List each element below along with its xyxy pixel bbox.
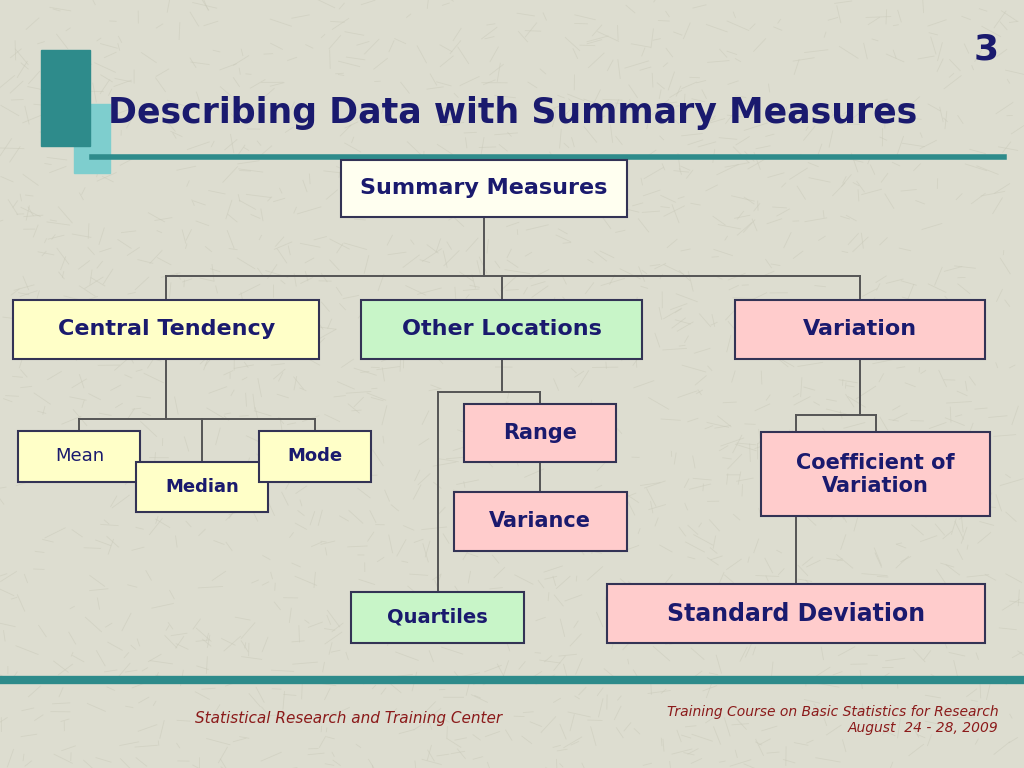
FancyBboxPatch shape bbox=[341, 160, 627, 217]
FancyBboxPatch shape bbox=[761, 432, 990, 516]
Bar bbox=[41, 50, 90, 146]
Text: Standard Deviation: Standard Deviation bbox=[667, 601, 926, 626]
Text: Central Tendency: Central Tendency bbox=[57, 319, 275, 339]
Text: Mean: Mean bbox=[55, 447, 103, 465]
Text: Range: Range bbox=[503, 423, 578, 443]
Text: Describing Data with Summary Measures: Describing Data with Summary Measures bbox=[108, 96, 916, 130]
FancyBboxPatch shape bbox=[607, 584, 985, 643]
Text: Training Course on Basic Statistics for Research
August  24 - 28, 2009: Training Course on Basic Statistics for … bbox=[667, 705, 998, 736]
Text: Variation: Variation bbox=[803, 319, 918, 339]
FancyBboxPatch shape bbox=[464, 404, 616, 462]
FancyBboxPatch shape bbox=[454, 492, 627, 551]
Text: Other Locations: Other Locations bbox=[401, 319, 602, 339]
FancyBboxPatch shape bbox=[351, 592, 524, 643]
Text: Statistical Research and Training Center: Statistical Research and Training Center bbox=[195, 710, 502, 726]
FancyBboxPatch shape bbox=[259, 431, 371, 482]
FancyBboxPatch shape bbox=[361, 300, 642, 359]
Text: 3: 3 bbox=[973, 33, 998, 67]
FancyBboxPatch shape bbox=[136, 462, 268, 512]
FancyBboxPatch shape bbox=[13, 300, 319, 359]
Bar bbox=[74, 104, 110, 173]
Text: Summary Measures: Summary Measures bbox=[360, 178, 607, 198]
Text: Median: Median bbox=[165, 478, 240, 496]
FancyBboxPatch shape bbox=[18, 431, 140, 482]
Text: Quartiles: Quartiles bbox=[387, 608, 488, 627]
Text: Coefficient of
Variation: Coefficient of Variation bbox=[797, 452, 954, 496]
Text: Mode: Mode bbox=[288, 447, 342, 465]
FancyBboxPatch shape bbox=[735, 300, 985, 359]
Text: Variance: Variance bbox=[489, 511, 591, 531]
